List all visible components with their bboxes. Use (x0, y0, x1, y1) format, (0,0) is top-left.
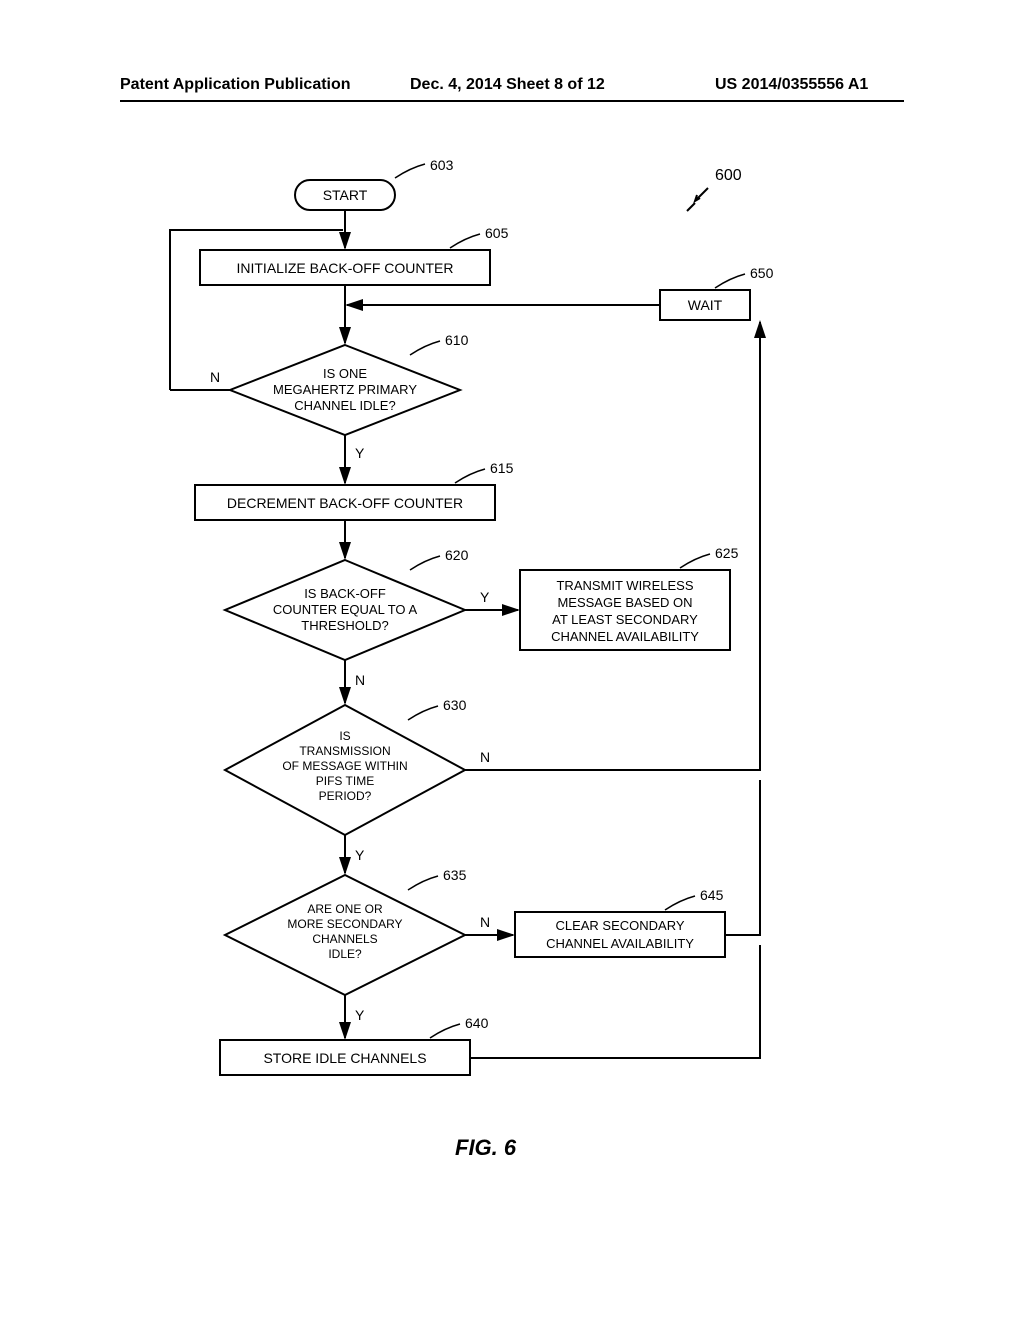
header-rule (120, 100, 904, 102)
svg-text:CHANNEL AVAILABILITY: CHANNEL AVAILABILITY (551, 629, 699, 644)
ref-645: 645 (700, 887, 724, 903)
svg-text:IS BACK-OFF: IS BACK-OFF (304, 586, 386, 601)
label-y-635: Y (355, 1007, 365, 1023)
decr-label: DECREMENT BACK-OFF COUNTER (227, 495, 463, 511)
svg-text:MEGAHERTZ PRIMARY: MEGAHERTZ PRIMARY (273, 382, 417, 397)
node-init: INITIALIZE BACK-OFF COUNTER 605 (200, 225, 509, 285)
node-decr: DECREMENT BACK-OFF COUNTER 615 (195, 460, 514, 520)
svg-text:ARE ONE OR: ARE ONE OR (307, 902, 383, 916)
label-y-630: Y (355, 847, 365, 863)
svg-text:CLEAR SECONDARY: CLEAR SECONDARY (555, 918, 684, 933)
flowchart: START 603 600 INITIALIZE BACK-OFF COUNTE… (120, 160, 904, 1180)
svg-text:OF MESSAGE WITHIN: OF MESSAGE WITHIN (282, 759, 407, 773)
node-pifs: IS TRANSMISSION OF MESSAGE WITHIN PIFS T… (225, 697, 467, 835)
svg-text:THRESHOLD?: THRESHOLD? (301, 618, 388, 633)
svg-text:IDLE?: IDLE? (328, 947, 362, 961)
node-store: STORE IDLE CHANNELS 640 (220, 1015, 489, 1075)
figure-caption: FIG. 6 (455, 1135, 516, 1161)
label-n-610: N (210, 369, 220, 385)
header-center: Dec. 4, 2014 Sheet 8 of 12 (410, 76, 605, 94)
flowchart-svg: START 603 600 INITIALIZE BACK-OFF COUNTE… (120, 160, 904, 1180)
ref-615: 615 (490, 460, 514, 476)
svg-text:CHANNELS: CHANNELS (312, 932, 377, 946)
svg-text:CHANNEL AVAILABILITY: CHANNEL AVAILABILITY (546, 936, 694, 951)
header-left: Patent Application Publication (120, 76, 351, 94)
svg-text:TRANSMIT WIRELESS: TRANSMIT WIRELESS (556, 578, 693, 593)
ref-600: 600 (687, 167, 742, 211)
header-right: US 2014/0355556 A1 (715, 76, 868, 94)
svg-text:CHANNEL IDLE?: CHANNEL IDLE? (294, 398, 395, 413)
node-isidle: IS ONE MEGAHERTZ PRIMARY CHANNEL IDLE? 6… (230, 332, 469, 435)
ref-650: 650 (750, 265, 774, 281)
svg-text:PIFS TIME: PIFS TIME (316, 774, 374, 788)
ref-603: 603 (430, 160, 454, 173)
label-n-620: N (355, 672, 365, 688)
label-n-630: N (480, 749, 490, 765)
ref-635: 635 (443, 867, 467, 883)
svg-text:600: 600 (715, 167, 742, 184)
svg-text:IS ONE: IS ONE (323, 366, 367, 381)
svg-text:MESSAGE BASED ON: MESSAGE BASED ON (557, 595, 692, 610)
svg-text:MORE SECONDARY: MORE SECONDARY (287, 917, 402, 931)
svg-text:AT LEAST SECONDARY: AT LEAST SECONDARY (552, 612, 698, 627)
label-y-610: Y (355, 445, 365, 461)
svg-text:IS: IS (339, 729, 350, 743)
ref-605: 605 (485, 225, 509, 241)
label-y-620: Y (480, 589, 490, 605)
svg-text:TRANSMISSION: TRANSMISSION (299, 744, 390, 758)
node-start: START 603 (295, 160, 454, 210)
svg-text:PERIOD?: PERIOD? (319, 789, 372, 803)
store-label: STORE IDLE CHANNELS (263, 1050, 426, 1066)
page: Patent Application Publication Dec. 4, 2… (0, 0, 1024, 1320)
svg-text:COUNTER EQUAL TO A: COUNTER EQUAL TO A (273, 602, 418, 617)
wait-label: WAIT (688, 297, 723, 313)
node-tx: TRANSMIT WIRELESS MESSAGE BASED ON AT LE… (520, 545, 739, 650)
node-thresh: IS BACK-OFF COUNTER EQUAL TO A THRESHOLD… (225, 547, 469, 660)
ref-640: 640 (465, 1015, 489, 1031)
init-label: INITIALIZE BACK-OFF COUNTER (236, 260, 453, 276)
ref-630: 630 (443, 697, 467, 713)
node-sec: ARE ONE OR MORE SECONDARY CHANNELS IDLE?… (225, 867, 467, 995)
start-label: START (323, 187, 368, 203)
node-clear: CLEAR SECONDARY CHANNEL AVAILABILITY 645 (515, 887, 725, 957)
ref-610: 610 (445, 332, 469, 348)
label-n-635: N (480, 914, 490, 930)
edge-clear-wait (725, 780, 760, 935)
ref-620: 620 (445, 547, 469, 563)
ref-625: 625 (715, 545, 739, 561)
node-wait: WAIT 650 (660, 265, 774, 320)
edge-store-wait (470, 945, 760, 1058)
